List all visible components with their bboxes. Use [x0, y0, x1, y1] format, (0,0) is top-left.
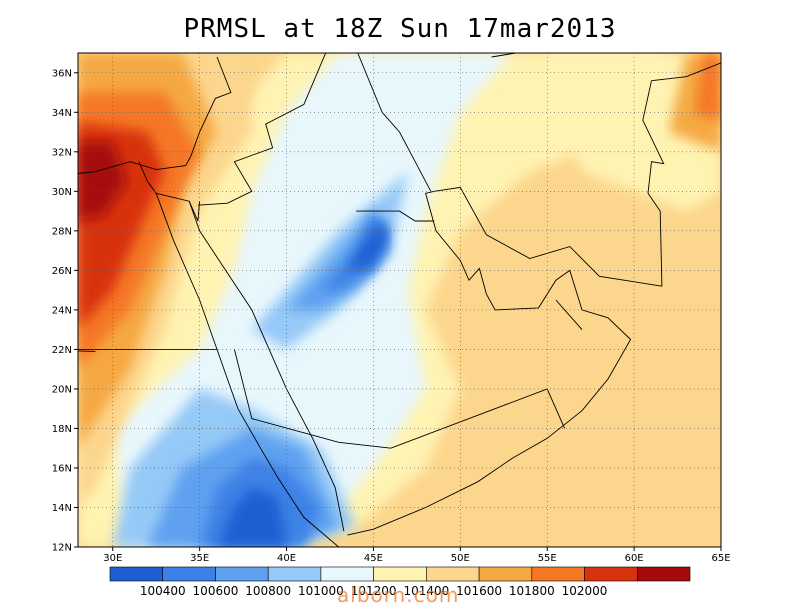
lat-tick-label: 12N	[52, 543, 72, 554]
border-line-8	[197, 53, 327, 206]
colorbar-swatch	[478, 566, 533, 582]
colorbar-label: 101000	[298, 584, 344, 598]
lon-tick-label: 30E	[103, 553, 122, 564]
lon-tick-label: 50E	[451, 553, 470, 564]
colorbar-swatch	[162, 566, 216, 582]
lat-tick-label: 18N	[52, 424, 72, 435]
border-line-9	[357, 53, 432, 192]
border-line-17	[78, 350, 96, 352]
colorbar-label: 101200	[351, 584, 397, 598]
lat-tick-label: 36N	[52, 68, 72, 79]
lon-tick-label: 55E	[538, 553, 557, 564]
pressure-contour-15	[78, 141, 127, 221]
lat-tick-label: 32N	[52, 147, 72, 158]
lon-tick-label: 65E	[711, 553, 730, 564]
border-line-6	[199, 56, 232, 133]
colorbar-swatch	[584, 566, 638, 582]
lat-tick-label: 28N	[52, 226, 72, 237]
border-line-15	[651, 62, 721, 82]
border-line-4	[347, 190, 632, 536]
map-title: PRMSL at 18Z Sun 17mar2013	[183, 14, 617, 44]
colorbar-label: 101600	[456, 584, 502, 598]
lon-tick-label: 45E	[364, 553, 383, 564]
border-line-13	[555, 299, 583, 330]
lat-tick-label: 14N	[52, 503, 72, 514]
border-line-16	[491, 53, 519, 58]
watermark-text: alborn.com	[337, 583, 460, 607]
border-line-7	[269, 53, 281, 54]
colorbar-label: 102000	[562, 584, 608, 598]
colorbar-label: 100400	[140, 584, 186, 598]
border-line-3	[188, 201, 201, 222]
pressure-contour-9	[217, 487, 287, 547]
colorbar-swatch	[636, 566, 691, 582]
border-line-18	[138, 161, 157, 194]
lat-tick-label: 26N	[52, 266, 72, 277]
border-line-5	[434, 186, 662, 287]
border-line-19	[370, 23, 408, 49]
country-borders	[78, 23, 721, 547]
colorbar-swatch	[267, 566, 322, 582]
colorbar-swatch	[109, 566, 164, 582]
colorbar-swatch	[426, 566, 480, 582]
colorbar-label: 101800	[509, 584, 555, 598]
border-line-0	[78, 131, 201, 174]
lat-tick-label: 16N	[52, 463, 72, 474]
colorbar-swatch	[531, 566, 585, 582]
colorbar-swatch	[320, 566, 374, 582]
pressure-contour-10	[347, 221, 388, 271]
lon-tick-label: 35E	[190, 553, 209, 564]
plot-frame	[77, 52, 722, 548]
lat-tick-label: 20N	[52, 384, 72, 395]
lat-tick-label: 30N	[52, 187, 72, 198]
lat-tick-label: 22N	[52, 345, 72, 356]
colorbar-label: 101400	[403, 584, 449, 598]
lat-tick-label: 24N	[52, 305, 72, 316]
border-line-14	[642, 80, 665, 287]
border-line-1	[156, 192, 345, 532]
pressure-field	[78, 53, 721, 547]
colorbar-swatch	[215, 566, 269, 582]
colorbar-swatch	[373, 566, 427, 582]
border-line-10	[356, 210, 435, 222]
colorbar-label: 100600	[193, 584, 239, 598]
axis-ticks: 30E 35E 40E 45E 50E 55E 60E 65E 12N 14N 16N 18N 20N 2…	[52, 68, 731, 564]
lat-tick-label: 34N	[52, 108, 72, 119]
lon-tick-label: 40E	[277, 553, 296, 564]
colorbar: 100400 100600 100800 101000 101200 101400 1016…	[109, 566, 691, 598]
colorbar-label: 100800	[245, 584, 291, 598]
lon-tick-label: 60E	[625, 553, 644, 564]
border-line-12	[233, 349, 566, 449]
border-line-2	[155, 193, 339, 547]
